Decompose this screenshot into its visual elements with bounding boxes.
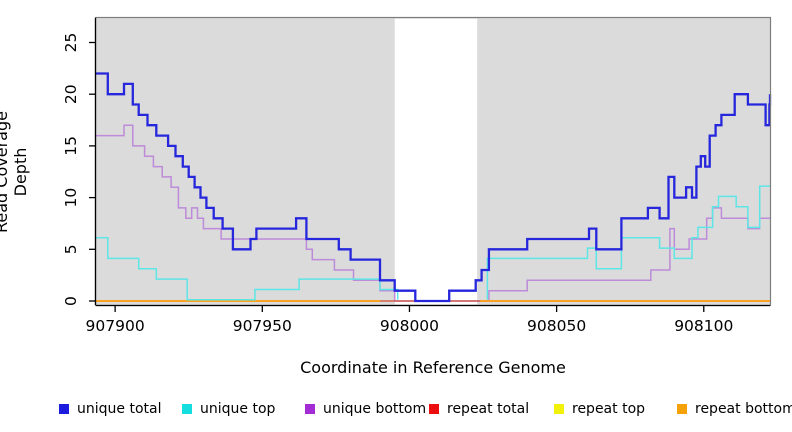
legend-label: repeat top [572, 401, 646, 417]
legend-label: repeat bottom [695, 401, 792, 417]
y-tick-label: 10 [62, 188, 80, 208]
series-line-unique-top [96, 185, 770, 301]
legend-swatch-icon [59, 404, 69, 414]
x-tick-label: 908100 [674, 317, 733, 335]
legend-swatch-icon [677, 404, 687, 414]
y-tick-label: 5 [62, 244, 80, 254]
masked-region-band [394, 18, 478, 305]
legend-item-unique-bottom: unique bottom [305, 399, 426, 419]
legend-swatch-icon [305, 404, 315, 414]
tick-group: 907900 907950 908000 908050 908100 0 5 10 15 20 25 [62, 33, 733, 335]
series-line-unique-bottom [96, 124, 770, 302]
x-tick-label: 907950 [233, 317, 292, 335]
y-tick-label: 25 [62, 33, 80, 53]
legend-label: repeat total [447, 401, 530, 417]
legend-label: unique bottom [323, 401, 427, 417]
series-line-unique-total [96, 72, 772, 303]
axes [94, 18, 770, 307]
y-tick-label: 0 [62, 296, 80, 306]
legend-item-repeat-total: repeat total [429, 399, 529, 419]
series-group [96, 72, 772, 303]
x-tick-label: 908000 [380, 317, 439, 335]
y-tick-label: 20 [62, 84, 80, 104]
legend-item-repeat-top: repeat top [554, 399, 645, 419]
y-tick-label: 15 [62, 136, 80, 156]
legend-item-unique-top: unique top [182, 399, 275, 419]
legend-swatch-icon [182, 404, 192, 414]
x-axis-title: Coordinate in Reference Genome [300, 358, 566, 377]
legend-swatch-icon [554, 404, 564, 414]
legend-item-repeat-bottom: repeat bottom [677, 399, 792, 419]
legend-label: unique total [77, 401, 162, 417]
x-tick-label: 907900 [86, 317, 145, 335]
legend-swatch-icon [429, 404, 439, 414]
y-axis-title: Read Coverage Depth [0, 111, 30, 233]
legend-item-unique-total: unique total [59, 399, 161, 419]
legend: unique total unique top unique bottom repea… [0, 399, 792, 421]
x-tick-label: 908050 [527, 317, 586, 335]
legend-label: unique top [200, 401, 276, 417]
